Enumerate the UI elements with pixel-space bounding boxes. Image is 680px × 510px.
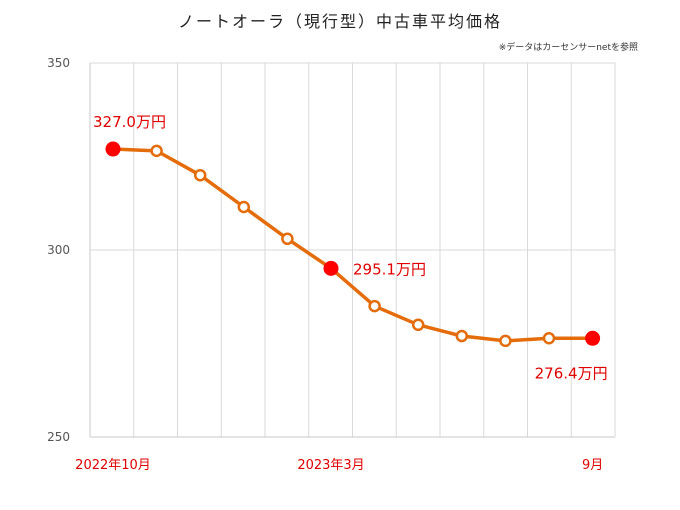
data-point (281, 232, 294, 246)
highlight-point (585, 330, 601, 346)
grid (89, 62, 616, 438)
data-label: 295.1万円 (353, 260, 426, 278)
chart-title: ノートオーラ（現行型）中古車平均価格 (178, 12, 502, 31)
data-point (411, 318, 425, 332)
data-point (237, 200, 251, 214)
series (105, 141, 601, 348)
x-tick-label: 2023年3月 (297, 458, 364, 473)
data-label: 276.4万円 (535, 364, 608, 382)
data-point (193, 168, 207, 182)
y-tick-label: 300 (47, 243, 70, 257)
y-axis: 250 300 350 (47, 56, 70, 444)
data-point (499, 334, 512, 348)
annotations: 327.0万円 295.1万円 276.4万円 (93, 113, 608, 382)
data-point (368, 299, 381, 313)
x-tick-label: 2022年10月 (75, 458, 151, 473)
data-label: 327.0万円 (93, 113, 166, 131)
data-point (455, 329, 469, 343)
x-tick-label: 9月 (582, 458, 603, 473)
highlight-point (323, 260, 339, 276)
source-note: ※データはカーセンサーnetを参照 (499, 41, 638, 53)
y-tick-label: 250 (47, 430, 70, 444)
series-line (111, 147, 595, 343)
data-point (150, 144, 163, 158)
x-axis: 2022年10月 2023年3月 9月 (75, 458, 603, 473)
y-tick-label: 350 (47, 56, 70, 70)
highlight-point (105, 141, 121, 157)
data-point (542, 332, 556, 345)
